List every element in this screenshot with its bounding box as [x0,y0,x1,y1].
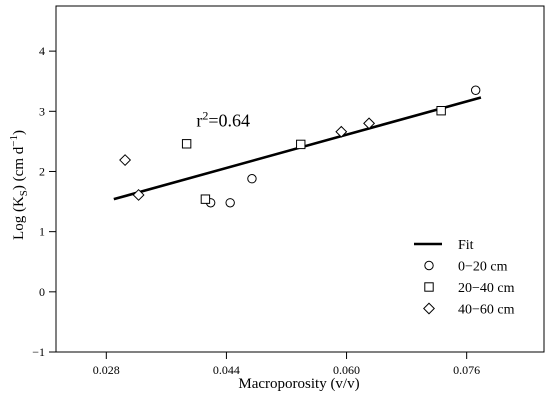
annotation-base: r [196,110,202,130]
axis-ticks: 0.028 0.044 0.060 0.076 −1 0 1 2 3 4 [32,44,480,377]
y-label-sub: S [18,190,30,196]
x-tick-label: 0.060 [333,363,360,377]
annotation-rest: =0.64 [208,110,250,130]
legend-circle-swatch [424,260,434,271]
legend-label-series: 0−20 cm [458,260,508,275]
circle-data-point [225,198,235,208]
legend-label-series: 20−40 cm [458,281,515,296]
y-tick-label: 0 [39,285,45,299]
plot-frame [55,5,545,353]
diamond-data-point [335,125,348,138]
y-tick-label: 1 [39,225,45,239]
legend: Fit 0−20 cm 20−40 cm 40−60 cm [414,238,515,318]
y-axis-label: Log (KS) (cm d−1) [8,130,30,240]
square-data-point [200,194,211,204]
x-tick-label: 0.076 [453,363,480,377]
x-tick-label: 0.044 [213,363,240,377]
y-tick-label: 2 [39,164,45,178]
legend-label-series: 40−60 cm [458,303,515,318]
circle-data-point [247,173,257,184]
x-tick-label: 0.028 [93,363,120,377]
diamond-data-point [119,154,132,167]
square-data-point [296,139,306,150]
square-data-point [181,139,192,149]
annotation-sup: 2 [202,108,208,122]
diamond-data-point [132,188,145,201]
y-tick-label: 3 [39,104,45,118]
y-tick-label: 4 [39,44,45,58]
y-tick-label: −1 [32,345,45,359]
data-points-layer [119,85,481,208]
y-label-sup: −1 [8,135,20,147]
square-data-point [436,106,446,116]
y-label-main: Log (K [11,196,27,240]
diamond-data-point [363,117,376,130]
y-label-units: ) (cm d [11,146,27,190]
x-axis-label: Macroporosity (v/v) [238,376,359,392]
r-squared-annotation: r2=0.64 [196,108,250,130]
circle-data-point [470,85,481,95]
legend-square-swatch [424,282,434,292]
y-label-close: ) [11,130,27,135]
legend-diamond-swatch [423,302,435,315]
legend-label-fit: Fit [458,238,474,253]
